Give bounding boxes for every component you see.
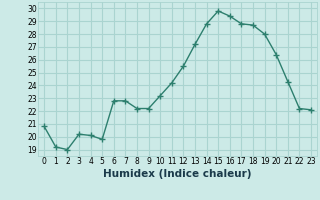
X-axis label: Humidex (Indice chaleur): Humidex (Indice chaleur) <box>103 169 252 179</box>
